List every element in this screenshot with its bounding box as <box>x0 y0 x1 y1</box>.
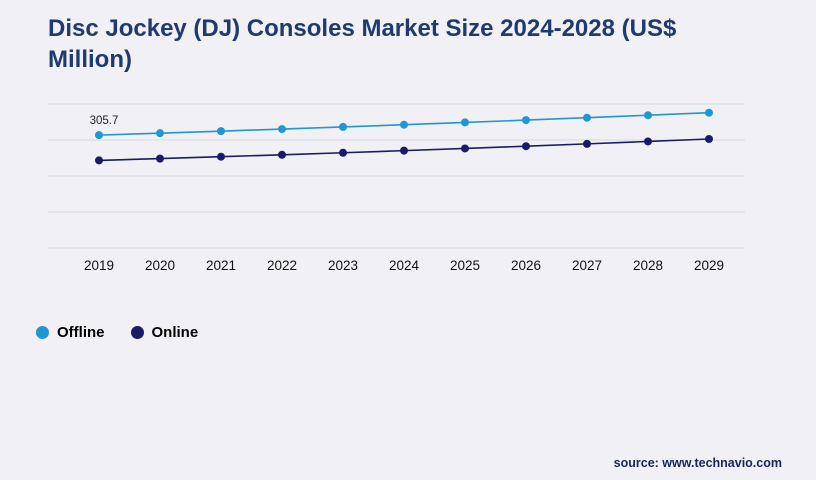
data-point-offline <box>705 108 713 117</box>
x-axis-label: 2027 <box>572 258 602 273</box>
data-point-offline <box>461 118 469 127</box>
legend-item-online: Online <box>130 324 199 341</box>
data-point-online <box>217 152 225 161</box>
x-axis-label: 2029 <box>694 258 724 273</box>
data-point-offline <box>644 111 652 120</box>
data-point-offline <box>278 125 286 134</box>
data-point-online <box>278 150 286 159</box>
chart-legend: Offline Online <box>36 324 198 341</box>
data-point-online <box>705 135 713 144</box>
legend-label-offline: Offline <box>57 324 105 341</box>
x-axis-label: 2024 <box>389 258 420 273</box>
source-attribution: source: www.technavio.com <box>613 456 782 470</box>
data-point-offline <box>400 120 408 129</box>
data-point-offline <box>217 127 225 136</box>
x-axis-label: 2025 <box>450 258 480 273</box>
data-point-online <box>644 137 652 146</box>
chart-title: Disc Jockey (DJ) Consoles Market Size 20… <box>48 15 677 73</box>
data-point-offline <box>583 113 591 122</box>
x-axis-label: 2026 <box>511 258 541 273</box>
line-chart: 2019 2020 2021 2022 2023 2024 2025 2026 2027 2028… <box>48 103 745 273</box>
legend-dot-offline-icon <box>36 326 49 339</box>
data-point-online <box>95 156 103 165</box>
data-point-online <box>583 139 591 148</box>
data-point-online <box>156 154 164 163</box>
x-axis-label: 2023 <box>328 258 358 273</box>
x-axis-label: 2028 <box>633 258 663 273</box>
x-axis-label: 2020 <box>145 258 175 273</box>
legend-label-online: Online <box>151 324 199 341</box>
data-point-offline <box>339 122 347 131</box>
legend-item-offline: Offline <box>36 324 105 341</box>
x-axis-label: 2021 <box>206 258 236 273</box>
data-point-online <box>461 144 469 153</box>
data-point-online <box>339 148 347 157</box>
data-point-online <box>400 146 408 155</box>
data-point-offline <box>95 131 103 140</box>
legend-dot-online-icon <box>130 326 144 339</box>
x-axis-label: 2019 <box>84 258 114 273</box>
x-axis-label: 2022 <box>267 258 297 273</box>
data-point-offline <box>522 116 530 125</box>
data-point-offline <box>156 129 164 138</box>
point-label: 305.7 <box>90 115 119 127</box>
data-point-online <box>522 142 530 151</box>
